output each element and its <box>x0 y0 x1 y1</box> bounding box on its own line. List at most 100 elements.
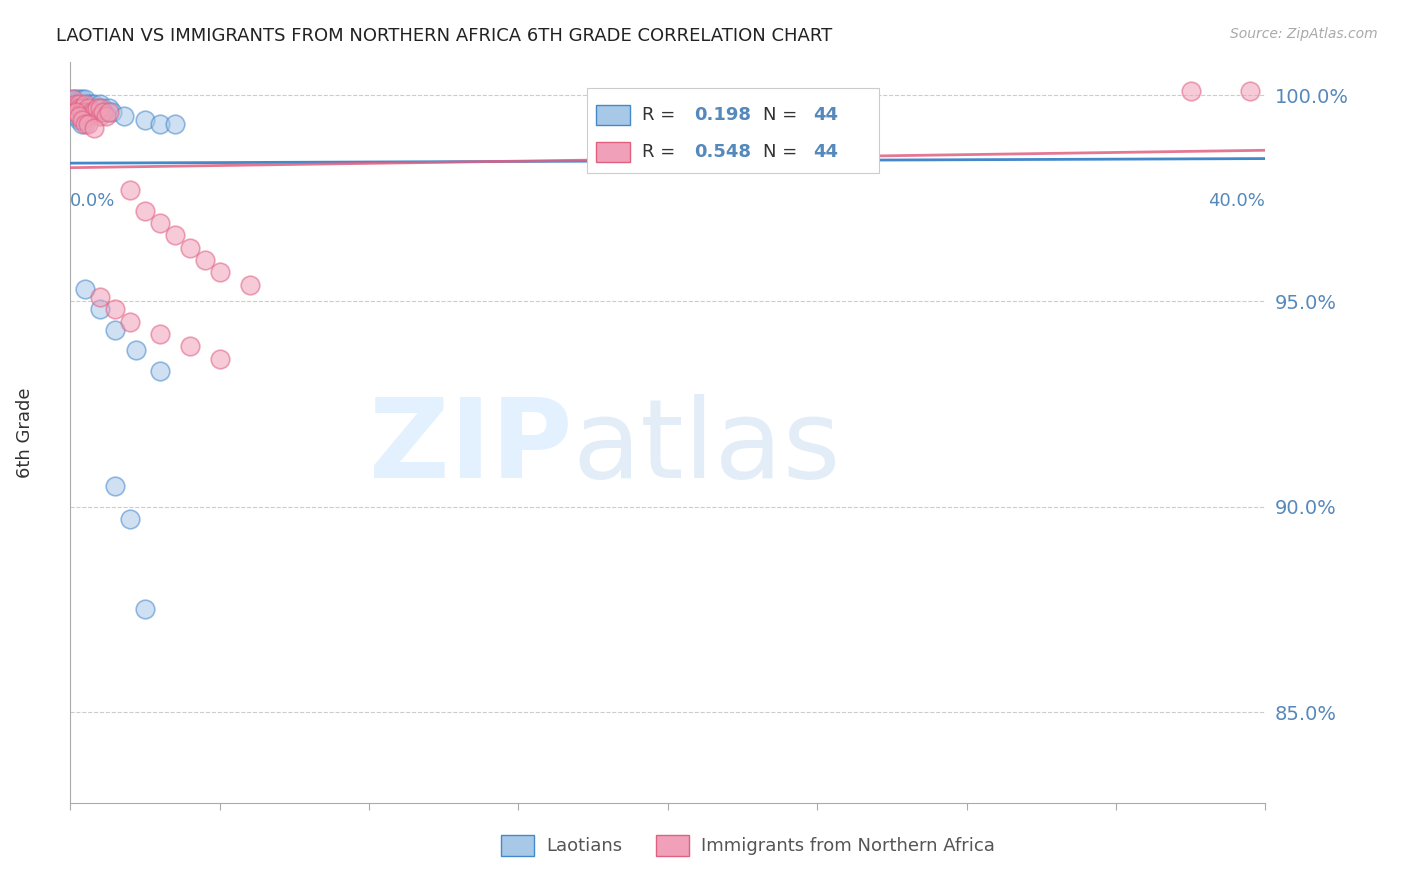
Point <box>134 113 156 128</box>
Point <box>89 104 111 119</box>
Point <box>65 96 87 111</box>
Point <box>75 92 97 106</box>
Point <box>77 104 100 119</box>
Text: 40.0%: 40.0% <box>1209 192 1265 210</box>
Text: 0.0%: 0.0% <box>70 192 115 210</box>
Point <box>239 277 262 292</box>
Point <box>75 282 97 296</box>
Text: Laotians: Laotians <box>546 837 621 855</box>
Point <box>112 109 135 123</box>
Point <box>65 101 87 115</box>
Point <box>70 92 93 106</box>
Point <box>657 92 679 106</box>
Point <box>70 101 93 115</box>
Point <box>91 104 114 119</box>
Point <box>149 364 172 378</box>
Point <box>77 117 100 131</box>
Text: R =: R = <box>641 143 675 161</box>
Point <box>65 104 87 119</box>
Point <box>89 109 111 123</box>
Text: N =: N = <box>763 143 797 161</box>
Point <box>104 323 127 337</box>
Point <box>75 101 97 115</box>
Point <box>77 101 100 115</box>
FancyBboxPatch shape <box>586 88 879 173</box>
Point <box>98 104 121 119</box>
Point <box>67 101 90 115</box>
Point <box>70 113 93 128</box>
Point <box>70 96 93 111</box>
Point <box>208 265 231 279</box>
Point <box>80 96 103 111</box>
Point <box>194 252 217 267</box>
Point <box>67 96 90 111</box>
Point <box>163 228 186 243</box>
Point <box>77 109 100 123</box>
Text: 0.198: 0.198 <box>695 106 751 124</box>
Point <box>67 109 90 123</box>
Point <box>70 104 93 119</box>
Point <box>686 96 709 111</box>
Text: 44: 44 <box>814 106 838 124</box>
Point <box>77 96 100 111</box>
Point <box>83 121 105 136</box>
Point <box>104 302 127 317</box>
Text: Immigrants from Northern Africa: Immigrants from Northern Africa <box>702 837 995 855</box>
Point <box>67 92 90 106</box>
Point <box>65 96 87 111</box>
Point <box>89 101 111 115</box>
Point <box>163 117 186 131</box>
Point <box>1239 84 1261 98</box>
Text: Source: ZipAtlas.com: Source: ZipAtlas.com <box>1230 27 1378 41</box>
Text: 0.548: 0.548 <box>695 143 751 161</box>
Point <box>75 104 97 119</box>
Point <box>62 104 84 119</box>
Point <box>120 183 141 197</box>
Point <box>70 101 93 115</box>
Point <box>70 117 93 131</box>
Point <box>149 326 172 341</box>
Point <box>1180 84 1202 98</box>
Point <box>98 101 121 115</box>
Point <box>208 351 231 366</box>
Point <box>75 117 97 131</box>
Point <box>80 101 103 115</box>
Point <box>120 314 141 328</box>
Point <box>86 101 108 115</box>
Point <box>179 240 201 254</box>
Point <box>65 92 87 106</box>
Point <box>86 101 108 115</box>
FancyBboxPatch shape <box>596 142 630 162</box>
Point <box>83 104 105 119</box>
Text: atlas: atlas <box>572 394 841 501</box>
Point <box>96 104 118 119</box>
Text: ZIP: ZIP <box>368 394 572 501</box>
Point <box>149 117 172 131</box>
Point <box>120 512 141 526</box>
Point <box>65 109 87 123</box>
Point <box>104 479 127 493</box>
Point <box>67 113 90 128</box>
Point <box>83 96 105 111</box>
Point <box>179 339 201 353</box>
Point <box>89 96 111 111</box>
Point <box>67 96 90 111</box>
Point <box>96 109 118 123</box>
Point <box>149 216 172 230</box>
Point <box>89 302 111 317</box>
Point <box>89 290 111 304</box>
Point <box>62 96 84 111</box>
Point <box>75 96 97 111</box>
FancyBboxPatch shape <box>655 836 689 856</box>
Point <box>65 104 87 119</box>
Text: N =: N = <box>763 106 797 124</box>
Point <box>62 101 84 115</box>
Point <box>62 92 84 106</box>
Text: 6th Grade: 6th Grade <box>15 387 34 478</box>
FancyBboxPatch shape <box>501 836 534 856</box>
Point <box>101 104 124 119</box>
Point <box>134 203 156 218</box>
Text: LAOTIAN VS IMMIGRANTS FROM NORTHERN AFRICA 6TH GRADE CORRELATION CHART: LAOTIAN VS IMMIGRANTS FROM NORTHERN AFRI… <box>56 27 832 45</box>
FancyBboxPatch shape <box>596 104 630 126</box>
Point <box>134 602 156 616</box>
